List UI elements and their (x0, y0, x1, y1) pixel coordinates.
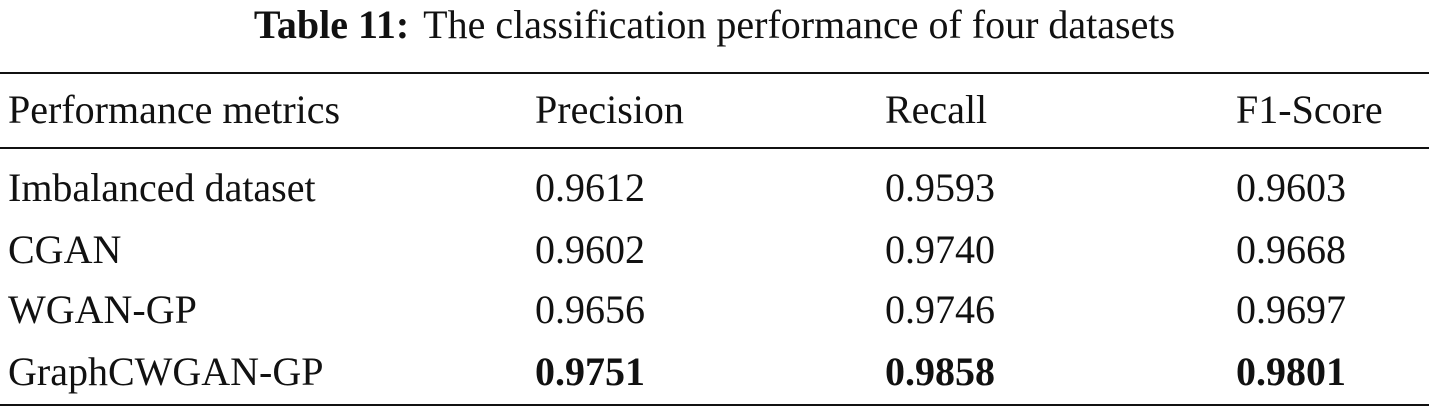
mid-rule (0, 147, 1429, 149)
value-cell: 0.9602 (535, 227, 645, 272)
caption-label: Table 11: (253, 2, 410, 47)
value-cell: 0.9858 (885, 349, 995, 394)
value-cell: 0.9746 (885, 287, 995, 332)
row-label: Imbalanced dataset (8, 165, 316, 210)
header-cell: F1-Score (1236, 87, 1383, 132)
value-cell: 0.9697 (1236, 287, 1346, 332)
row-label: GraphCWGAN-GP (8, 349, 324, 394)
table-caption: Table 11: The classification performance … (0, 0, 1429, 50)
value-cell: 0.9612 (535, 165, 645, 210)
bottom-rule (0, 404, 1429, 406)
header-cell: Precision (535, 87, 684, 132)
value-cell: 0.9603 (1236, 165, 1346, 210)
top-rule (0, 72, 1429, 74)
caption-text: The classification performance of four d… (423, 2, 1176, 47)
value-cell: 0.9668 (1236, 227, 1346, 272)
value-cell: 0.9740 (885, 227, 995, 272)
value-cell: 0.9801 (1236, 349, 1346, 394)
value-cell: 0.9593 (885, 165, 995, 210)
value-cell: 0.9751 (535, 349, 645, 394)
header-cell: Recall (885, 87, 988, 132)
row-label: WGAN-GP (8, 287, 197, 332)
header-cell: Performance metrics (8, 87, 341, 132)
value-cell: 0.9656 (535, 287, 645, 332)
row-label: CGAN (8, 227, 122, 272)
